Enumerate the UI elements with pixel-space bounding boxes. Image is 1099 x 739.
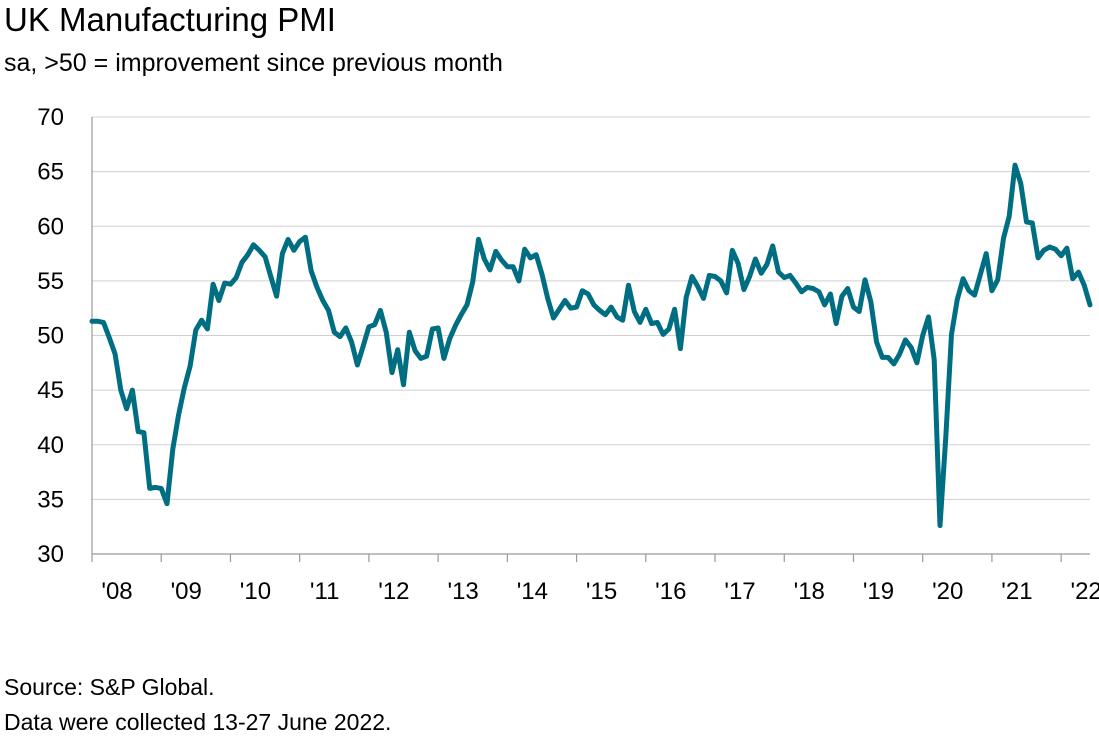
x-tick-label: '21 [1001,578,1032,605]
series-line-0 [89,162,1093,529]
y-tick-label: 65 [37,159,64,186]
x-tick-label: '18 [794,578,825,605]
x-tick-label: '09 [171,578,202,605]
x-tick-label: '11 [310,578,340,605]
y-tick-label: 40 [37,432,64,459]
x-tick-label: '16 [655,578,686,605]
y-tick-label: 55 [37,268,64,295]
y-tick-label: 35 [37,486,64,513]
x-tick-label: '19 [863,578,894,605]
x-tick-label: '22 [1071,578,1099,605]
x-tick-label: '15 [586,578,617,605]
x-tick-label: '12 [378,578,409,605]
chart-subtitle: sa, >50 = improvement since previous mon… [4,49,503,77]
y-axis: 30 35 40 45 50 55 60 65 70 [37,104,93,568]
source-note: Source: S&P Global. [4,674,215,700]
y-tick-label: 50 [37,323,64,350]
x-tick-label: '14 [517,578,548,605]
x-tick-label: '17 [724,578,755,605]
collection-note: Data were collected 13-27 June 2022. [4,709,392,735]
x-tick-label: '10 [240,578,271,605]
x-axis: '08 '09 '10 '11 '12 '13 '14 '15 '16 '17 '18 '19 '20 '… [91,553,1099,605]
series-layer [89,162,1093,529]
x-tick-label: '13 [447,578,478,605]
y-tick-label: 60 [37,213,64,240]
x-tick-label: '08 [101,578,132,605]
y-tick-label: 45 [37,377,64,404]
chart-title: UK Manufacturing PMI [4,1,336,38]
x-tick-label: '20 [932,578,963,605]
y-tick-label: 30 [37,541,64,568]
y-tick-label: 70 [37,104,64,131]
grid-lines [92,116,1090,500]
